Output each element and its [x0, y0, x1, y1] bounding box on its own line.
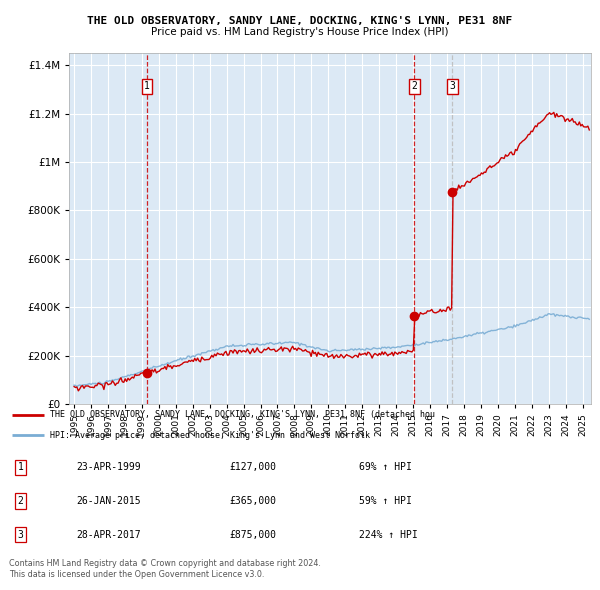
Text: 2: 2 [411, 81, 417, 91]
Text: 1: 1 [18, 463, 23, 473]
Text: £127,000: £127,000 [229, 463, 277, 473]
Text: 1: 1 [144, 81, 150, 91]
Text: This data is licensed under the Open Government Licence v3.0.: This data is licensed under the Open Gov… [9, 570, 265, 579]
Text: 26-JAN-2015: 26-JAN-2015 [77, 496, 141, 506]
Text: £875,000: £875,000 [229, 529, 277, 539]
Text: 69% ↑ HPI: 69% ↑ HPI [359, 463, 412, 473]
Text: 23-APR-1999: 23-APR-1999 [77, 463, 141, 473]
Text: 224% ↑ HPI: 224% ↑ HPI [359, 529, 418, 539]
Text: 3: 3 [449, 81, 455, 91]
Text: £365,000: £365,000 [229, 496, 277, 506]
Text: THE OLD OBSERVATORY, SANDY LANE, DOCKING, KING'S LYNN, PE31 8NF (detached hou: THE OLD OBSERVATORY, SANDY LANE, DOCKING… [50, 410, 435, 419]
Text: 3: 3 [18, 529, 23, 539]
Text: THE OLD OBSERVATORY, SANDY LANE, DOCKING, KING'S LYNN, PE31 8NF: THE OLD OBSERVATORY, SANDY LANE, DOCKING… [88, 16, 512, 25]
Text: Contains HM Land Registry data © Crown copyright and database right 2024.: Contains HM Land Registry data © Crown c… [9, 559, 321, 568]
Text: 2: 2 [18, 496, 23, 506]
Text: Price paid vs. HM Land Registry's House Price Index (HPI): Price paid vs. HM Land Registry's House … [151, 28, 449, 37]
Text: 59% ↑ HPI: 59% ↑ HPI [359, 496, 412, 506]
Text: 28-APR-2017: 28-APR-2017 [77, 529, 141, 539]
Text: HPI: Average price, detached house, King's Lynn and West Norfolk: HPI: Average price, detached house, King… [50, 431, 370, 440]
